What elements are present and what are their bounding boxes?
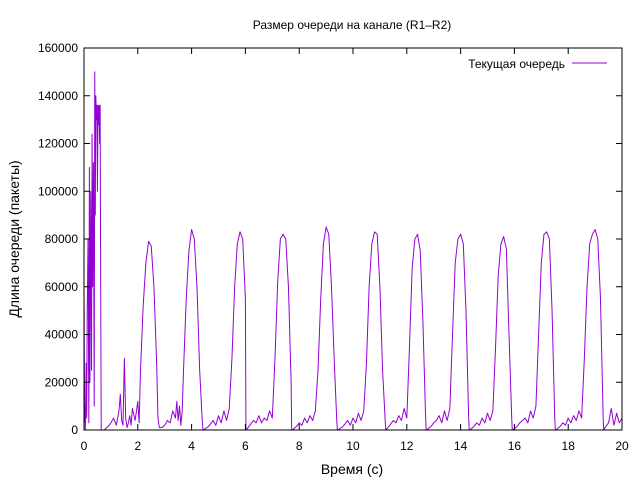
x-tick-label: 0 — [81, 439, 88, 453]
y-tick-label: 0 — [71, 423, 78, 437]
x-axis-title: Время (с) — [321, 461, 383, 477]
chart-title: Размер очереди на канале (R1–R2) — [253, 18, 452, 32]
x-tick-label: 16 — [508, 439, 522, 453]
legend-label: Текущая очередь — [468, 57, 565, 71]
y-tick-label: 40000 — [45, 328, 79, 342]
y-tick-label: 60000 — [45, 280, 79, 294]
x-tick-label: 6 — [242, 439, 249, 453]
y-axis-title: Длина очереди (пакеты) — [6, 160, 22, 317]
plot-frame — [83, 47, 623, 431]
x-tick-label: 8 — [296, 439, 303, 453]
y-tick-label: 120000 — [38, 137, 78, 151]
y-tick-label: 20000 — [45, 375, 79, 389]
x-tick-label: 18 — [562, 439, 576, 453]
y-tick-label: 140000 — [38, 89, 78, 103]
y-tick-label: 100000 — [38, 184, 78, 198]
x-tick-label: 14 — [454, 439, 468, 453]
x-tick-label: 20 — [615, 439, 629, 453]
y-tick-label: 80000 — [45, 232, 79, 246]
series-line-0 — [83, 71, 623, 431]
legend: Текущая очередь — [468, 57, 607, 71]
x-tick-label: 4 — [188, 439, 195, 453]
x-tick-label: 2 — [134, 439, 141, 453]
x-tick-label: 10 — [346, 439, 360, 453]
x-tick-label: 12 — [400, 439, 414, 453]
y-tick-label: 160000 — [38, 41, 78, 55]
